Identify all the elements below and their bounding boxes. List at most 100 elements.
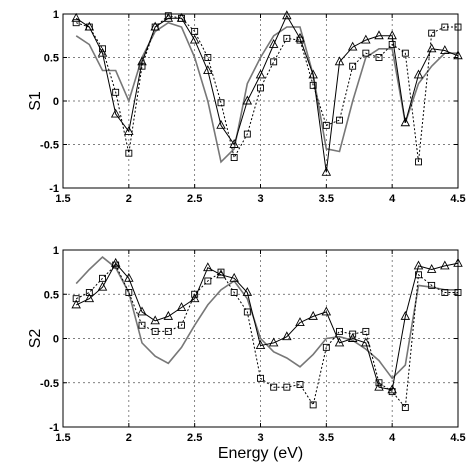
triangle-marker — [255, 340, 266, 350]
triangle-marker — [321, 166, 332, 176]
triangle-marker — [440, 260, 450, 270]
y-tick-label: -0.5 — [40, 140, 59, 152]
triangle-marker — [124, 125, 134, 135]
square-marker — [178, 14, 185, 22]
square-marker — [283, 34, 291, 42]
y-axis-label: S1 — [27, 91, 44, 111]
triangle-marker — [426, 43, 437, 53]
series-line-triangle-solid — [75, 262, 459, 391]
triangle-marker — [387, 30, 397, 40]
triangle-marker — [163, 310, 174, 320]
triangle-marker — [229, 272, 239, 282]
square-marker — [401, 404, 409, 411]
triangle-marker — [163, 12, 174, 22]
y-tick-label: 0 — [53, 334, 59, 346]
triangle-marker — [242, 287, 253, 296]
square-marker — [72, 295, 80, 303]
subplot-2: 1.5 2 2.5 3 3.5 4 4.5 -1 -0.5 0 0.5 1 S2 Energy (eV) — [27, 245, 466, 462]
triangle-marker — [413, 260, 424, 270]
triangle-marker — [84, 293, 95, 303]
triangle-marker — [242, 95, 253, 105]
triangle-marker — [71, 299, 81, 309]
triangle-marker — [97, 281, 108, 291]
triangle-marker — [308, 310, 318, 320]
triangle-marker — [347, 333, 358, 342]
square-marker — [283, 383, 291, 391]
triangle-marker — [400, 310, 411, 320]
square-marker — [349, 62, 357, 70]
triangle-marker — [440, 45, 450, 54]
square-marker — [164, 327, 172, 335]
x-tick-label: 4 — [389, 193, 396, 205]
triangle-marker — [295, 317, 305, 327]
y-tick-label: 1 — [53, 245, 59, 257]
square-marker — [415, 158, 422, 166]
triangle-marker — [361, 337, 371, 347]
square-marker — [99, 274, 106, 282]
triangle-marker — [110, 108, 121, 118]
triangle-marker — [216, 269, 226, 279]
square-marker — [336, 116, 343, 124]
square-marker — [85, 289, 93, 296]
series-line-square-dotted — [76, 15, 458, 162]
triangle-marker — [361, 34, 371, 44]
y-tick-label: -0.5 — [40, 378, 59, 390]
triangle-marker — [374, 381, 384, 391]
triangle-marker — [110, 257, 121, 267]
triangle-marker — [203, 65, 213, 75]
square-marker — [191, 27, 199, 35]
y-tick-label: 0.5 — [44, 53, 59, 65]
square-marker — [204, 277, 212, 285]
series-line-square-dotted — [75, 264, 458, 409]
square-marker — [296, 381, 304, 388]
triangle-marker — [268, 38, 279, 48]
square-marker — [125, 289, 133, 296]
triangle-marker — [268, 337, 279, 347]
square-marker — [230, 289, 238, 296]
square-marker — [243, 130, 251, 138]
square-marker — [178, 321, 185, 329]
series-line-triangle-solid — [75, 14, 459, 173]
triangle-marker — [400, 117, 411, 127]
square-marker — [309, 81, 317, 89]
triangle-marker — [426, 264, 437, 273]
square-marker — [441, 289, 449, 296]
square-marker — [428, 281, 436, 289]
triangle-marker — [203, 262, 213, 272]
triangle-marker — [334, 337, 345, 347]
square-marker — [112, 261, 120, 269]
triangle-marker — [229, 139, 239, 148]
y-tick-label: 0 — [53, 96, 59, 108]
square-marker — [375, 379, 383, 387]
square-marker — [204, 54, 212, 61]
square-marker — [151, 23, 159, 31]
x-tick-label: 2.5 — [187, 432, 202, 444]
square-marker — [243, 308, 251, 316]
x-axis-label: Energy (eV) — [218, 445, 303, 462]
y-axis-label: S2 — [27, 329, 44, 349]
square-marker — [151, 327, 159, 335]
triangle-marker — [347, 41, 358, 51]
x-tick-label: 4 — [389, 432, 396, 444]
triangle-marker — [137, 306, 147, 316]
triangle-marker — [334, 56, 345, 66]
x-tick-label: 3 — [257, 193, 263, 205]
square-marker — [72, 19, 80, 27]
triangle-marker — [255, 69, 266, 79]
triangle-marker — [282, 331, 292, 341]
square-marker — [309, 401, 317, 409]
square-marker — [164, 12, 172, 20]
square-marker — [441, 23, 449, 31]
square-marker — [270, 383, 278, 391]
square-marker — [217, 268, 225, 276]
x-tick-label: 2 — [126, 432, 132, 444]
square-marker — [112, 88, 120, 96]
x-tick-label: 4.5 — [450, 193, 465, 205]
square-marker — [257, 374, 264, 382]
square-marker — [428, 29, 436, 37]
x-tick-label: 2 — [126, 193, 132, 205]
y-tick-label: 1 — [53, 9, 59, 21]
y-tick-label: 0.5 — [44, 289, 59, 301]
square-marker — [401, 49, 409, 57]
triangle-marker — [282, 10, 292, 20]
